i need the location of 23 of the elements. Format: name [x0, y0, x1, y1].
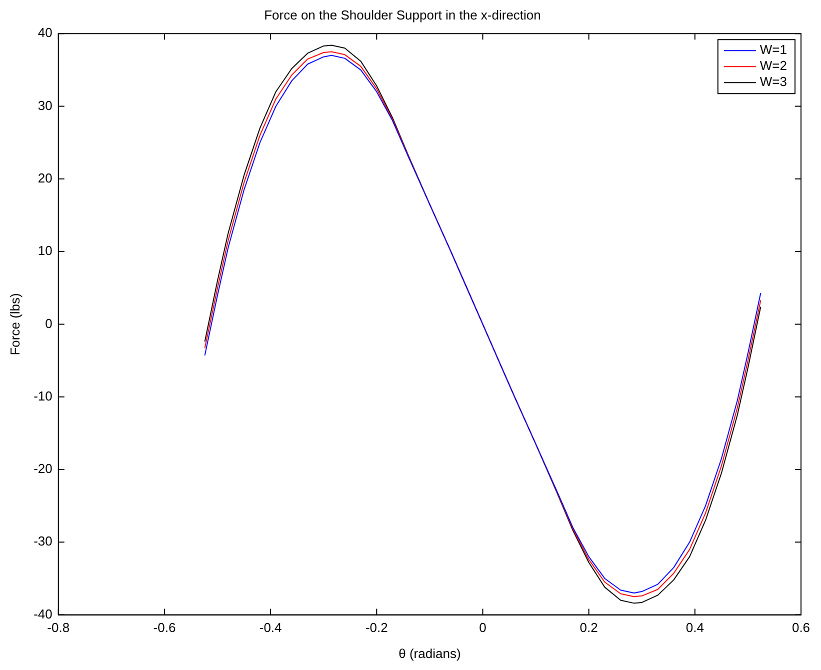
x-tick-label: -0.4 — [259, 620, 282, 636]
x-tick-label: 0.6 — [792, 620, 810, 636]
x-tick-label: -0.2 — [365, 620, 388, 636]
x-tick-label: 0.4 — [686, 620, 704, 636]
x-tick-label: 0.2 — [580, 620, 598, 636]
x-tick-label: -0.6 — [153, 620, 176, 636]
y-tick-label: -40 — [34, 606, 52, 622]
legend-label: W=3 — [760, 74, 787, 90]
y-tick-label: -20 — [34, 461, 52, 476]
chart-title: Force on the Shoulder Support in the x-direction — [264, 7, 541, 22]
y-tick-label: 30 — [38, 98, 52, 113]
y-tick-label: -30 — [34, 534, 52, 549]
y-tick-label: 20 — [38, 170, 52, 186]
legend-label: W=1 — [760, 42, 787, 58]
y-tick-label: 10 — [38, 243, 52, 258]
x-tick-label: 0 — [479, 620, 486, 636]
legend-label: W=2 — [760, 58, 787, 74]
x-axis-title: θ (radians) — [398, 646, 461, 661]
x-tick-label: -0.8 — [47, 620, 70, 636]
y-tick-label: 40 — [38, 25, 52, 40]
y-axis-title: Force (lbs) — [7, 293, 22, 356]
y-tick-label: 0 — [45, 316, 52, 331]
y-tick-label: -10 — [34, 388, 52, 404]
